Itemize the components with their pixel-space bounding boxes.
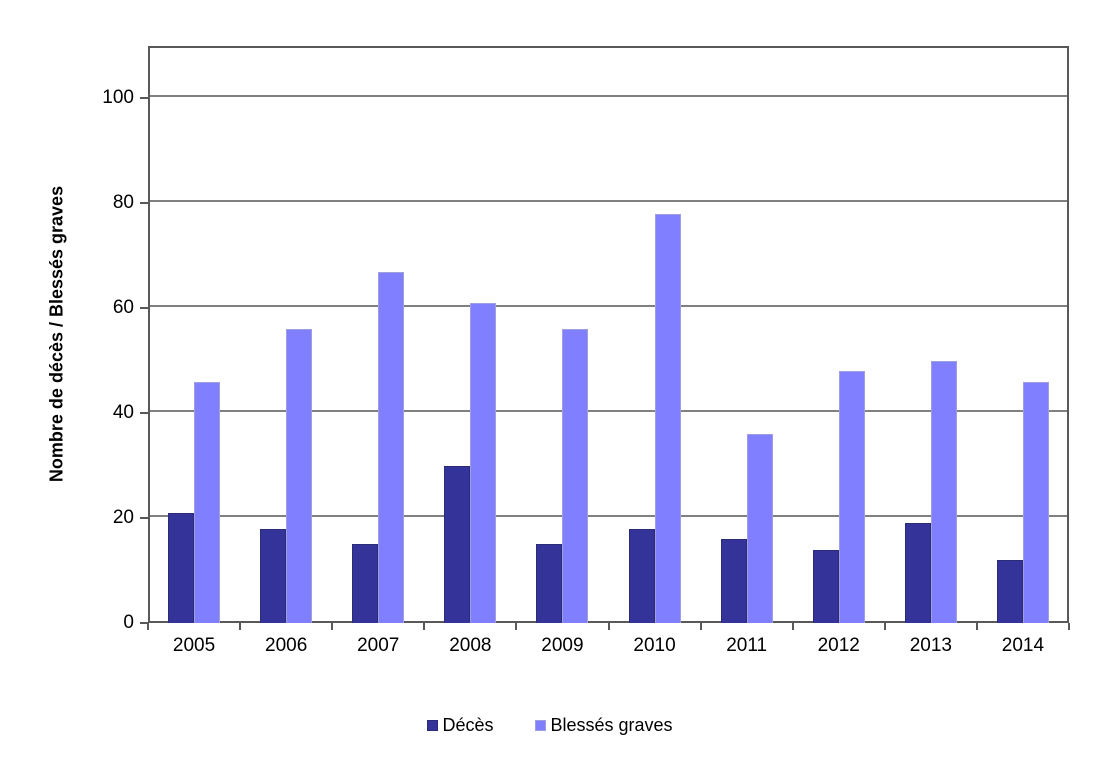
- y-tick-mark-20: [140, 517, 148, 520]
- y-tick-mark-0: [140, 622, 148, 624]
- bar-2014-deces: [996, 560, 1023, 623]
- y-tick-label-20: 20: [112, 507, 134, 529]
- x-tick-mark-9: [975, 623, 978, 630]
- y-tick-label-40: 40: [112, 402, 134, 424]
- bar-2005-blesses-graves: [194, 382, 221, 623]
- bar-2012-deces: [812, 550, 839, 623]
- x-tick-label-2005: 2005: [172, 635, 216, 656]
- x-tick-mark-0: [147, 623, 149, 630]
- x-tick-label-2012: 2012: [817, 635, 860, 656]
- legend: Décès Blessés graves: [0, 714, 1100, 736]
- gridline-100: [150, 95, 1067, 98]
- x-tick-mark-4: [515, 623, 518, 630]
- plot-area: [148, 46, 1069, 623]
- x-tick-mark-1: [239, 623, 242, 630]
- bar-2006-deces: [260, 529, 287, 623]
- x-tick-label-2013: 2013: [909, 635, 952, 656]
- y-tick-label-0: 0: [123, 612, 134, 633]
- y-tick-mark-60: [140, 307, 148, 310]
- legend-item-blesses-graves: Blessés graves: [535, 714, 673, 736]
- bar-2005-deces: [168, 513, 195, 623]
- gridline-60: [150, 305, 1067, 308]
- bar-2013-deces: [904, 523, 931, 623]
- y-tick-mark-40: [140, 412, 148, 415]
- y-tick-label-80: 80: [112, 192, 134, 214]
- bar-2007-deces: [352, 544, 379, 623]
- x-tick-label-2006: 2006: [265, 635, 308, 656]
- x-tick-label-2008: 2008: [449, 635, 492, 656]
- x-tick-mark-3: [423, 623, 426, 630]
- x-tick-label-2009: 2009: [541, 635, 584, 656]
- bar-2014-blesses-graves: [1022, 382, 1049, 623]
- x-tick-label-2010: 2010: [633, 635, 676, 656]
- bar-2013-blesses-graves: [930, 361, 957, 623]
- bar-2011-blesses-graves: [746, 434, 773, 623]
- legend-item-deces: Décès: [427, 714, 493, 736]
- x-tick-label-2007: 2007: [357, 635, 400, 656]
- x-tick-mark-2: [331, 623, 334, 630]
- x-tick-mark-10: [1068, 623, 1070, 630]
- y-tick-label-100: 100: [102, 87, 134, 109]
- bar-2010-deces: [628, 529, 655, 623]
- bar-2007-blesses-graves: [378, 272, 405, 623]
- y-tick-mark-80: [140, 202, 148, 205]
- x-tick-mark-6: [699, 623, 702, 630]
- legend-swatch-deces: [427, 719, 439, 731]
- bar-2010-blesses-graves: [654, 214, 681, 623]
- y-axis-title: Nombre de décès / Blessés graves: [46, 185, 67, 483]
- bar-2009-deces: [536, 544, 563, 623]
- gridline-20: [150, 515, 1067, 518]
- x-tick-label-2014: 2014: [1001, 635, 1045, 656]
- bar-2006-blesses-graves: [286, 329, 313, 623]
- legend-swatch-blesses-graves: [535, 719, 547, 731]
- x-tick-mark-7: [791, 623, 794, 630]
- bar-2009-blesses-graves: [562, 329, 589, 623]
- x-tick-mark-5: [607, 623, 610, 630]
- bar-2011-deces: [720, 539, 747, 623]
- bar-2012-blesses-graves: [838, 371, 865, 623]
- legend-label: Décès: [442, 715, 494, 735]
- y-tick-mark-100: [140, 97, 148, 100]
- gridline-40: [150, 410, 1067, 413]
- gridline-80: [150, 200, 1067, 203]
- x-tick-mark-8: [883, 623, 886, 630]
- legend-label: Blessés graves: [550, 715, 673, 735]
- y-tick-label-60: 60: [112, 297, 134, 319]
- x-tick-label-2011: 2011: [726, 635, 768, 656]
- bar-2008-blesses-graves: [470, 303, 497, 623]
- bar-2008-deces: [444, 466, 471, 623]
